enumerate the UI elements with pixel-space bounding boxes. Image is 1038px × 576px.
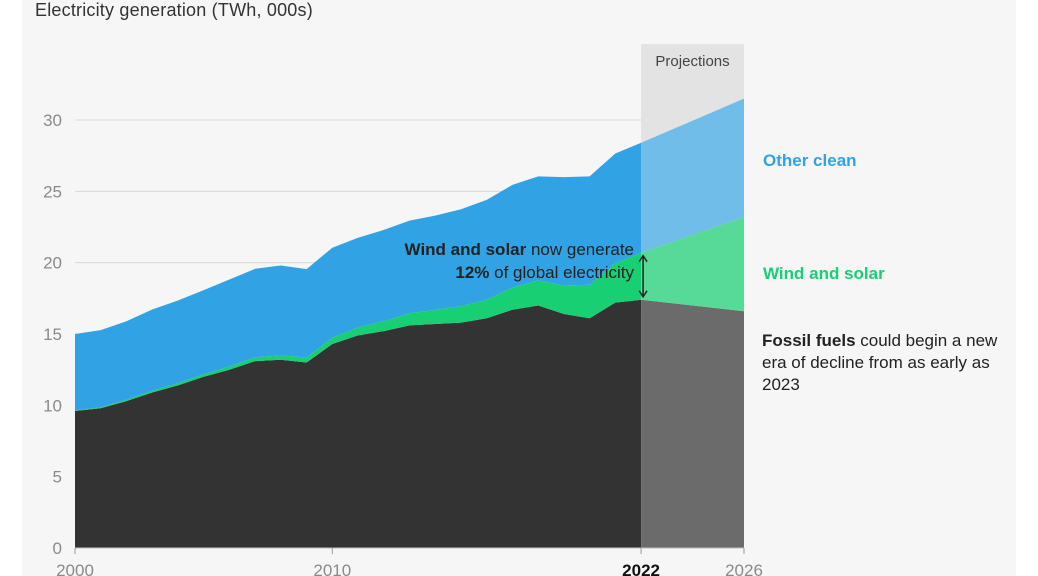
wind-note-percent: 12%: [455, 263, 490, 282]
y-tick-label-30: 30: [43, 111, 62, 130]
wind-note-text-1: now generate: [526, 240, 634, 259]
series-label-wind-solar: Wind and solar: [763, 264, 885, 283]
y-axis-title: Electricity generation (TWh, 000s): [35, 0, 313, 20]
projections-label: Projections: [655, 53, 729, 70]
arrow-head-bottom: [638, 290, 648, 299]
series-label-other-clean: Other clean: [763, 151, 857, 170]
series-areas: [75, 98, 744, 548]
wind-note-line-2: 12% of global electricity: [405, 261, 634, 284]
area-fossil-fuels: [75, 299, 642, 548]
y-tick-label-25: 25: [43, 182, 62, 201]
area-wind-and-solar: [75, 252, 642, 411]
x-tick-label-2022: 2022: [622, 561, 660, 576]
arrow-head-top: [638, 254, 648, 263]
y-tick-label-5: 5: [53, 468, 62, 487]
fossil-fuels-note: Fossil fuels could begin a new era of de…: [762, 330, 1022, 396]
y-tick-label-10: 10: [43, 396, 62, 415]
axis-ticks: 0 5 10 15 20 25 30 2000 2010 2022 2026: [43, 111, 763, 576]
fossil-note-bold: Fossil fuels: [762, 331, 856, 350]
wind-note-line-1: Wind and solar now generate: [405, 238, 634, 261]
fossil-note-text: could begin a new era of decline from as…: [762, 331, 998, 394]
x-tick-label-2010: 2010: [313, 561, 351, 576]
y-tick-label-0: 0: [53, 539, 62, 558]
area-wind-and-solar-projection: [641, 217, 744, 312]
area-other-clean: [75, 142, 642, 411]
x-tick-label-2026: 2026: [725, 561, 763, 576]
x-tick-label-2000: 2000: [56, 561, 94, 576]
y-tick-label-20: 20: [43, 254, 62, 273]
wind-note-bold: Wind and solar: [404, 240, 527, 259]
share-arrow: [638, 254, 648, 299]
area-other-clean-projection: [641, 98, 744, 253]
wind-note-text-2: of global electricity: [489, 263, 634, 282]
area-fossil-fuels-projection: [641, 299, 744, 548]
wind-solar-note: Wind and solar now generate 12% of globa…: [405, 238, 634, 284]
y-tick-label-15: 15: [43, 325, 62, 344]
